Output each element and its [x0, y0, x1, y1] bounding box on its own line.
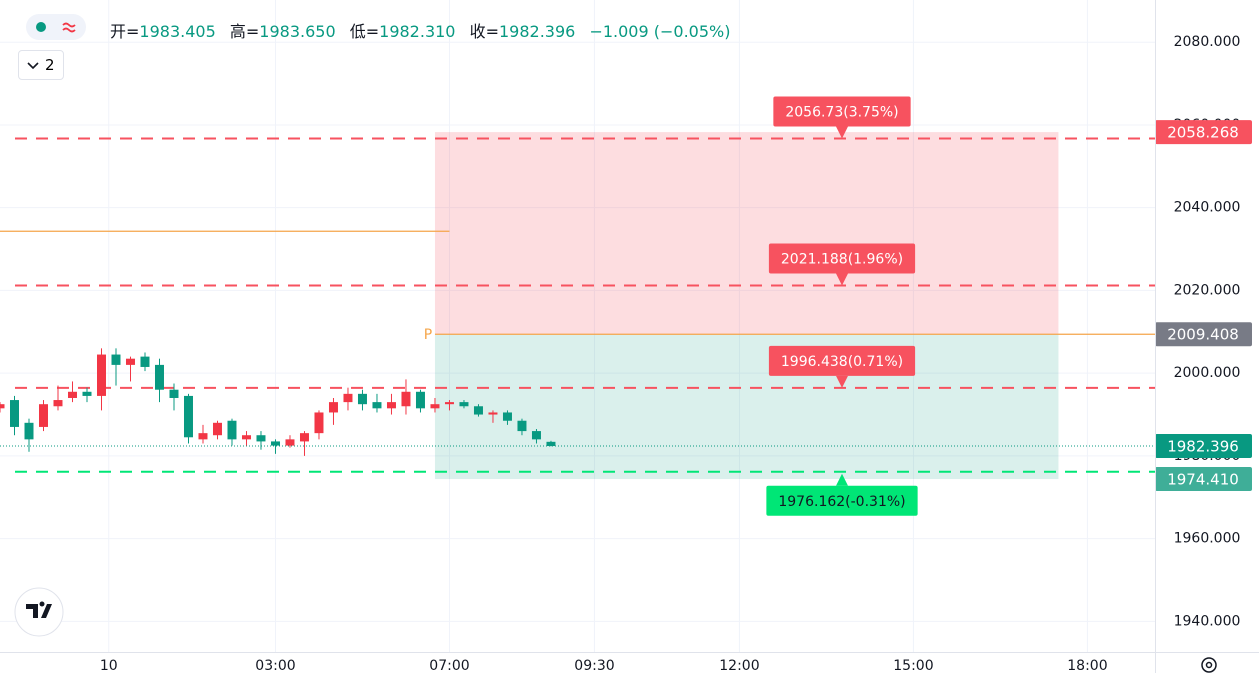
level-label-box	[766, 485, 918, 516]
entry-marker: P	[424, 327, 432, 343]
candle-body	[198, 433, 208, 440]
price-tag	[1155, 120, 1252, 145]
target-zone	[434, 334, 1059, 480]
candle-body	[531, 431, 541, 440]
price-tag	[1155, 322, 1252, 347]
candle-body	[227, 420, 237, 440]
y-tick-label: 2020.000	[1174, 282, 1241, 298]
y-tick-label: 2040.000	[1174, 200, 1241, 216]
candle-body	[430, 404, 440, 409]
candle-body	[241, 435, 251, 440]
level-label-pointer	[836, 273, 848, 286]
legend-value: 1983.405	[139, 22, 216, 41]
candle-body	[459, 402, 469, 407]
x-tick-label: 10	[100, 658, 118, 673]
candle-body	[343, 393, 353, 403]
candle-body	[372, 402, 382, 409]
legend-label: 开=	[110, 22, 140, 41]
price-tag-label: 1974.410	[1167, 471, 1239, 489]
price-tag	[1155, 433, 1252, 458]
candle-body	[444, 402, 454, 405]
chevron	[27, 62, 39, 70]
status-dot	[36, 22, 46, 32]
candle-body	[24, 422, 34, 440]
symbol-pill[interactable]	[26, 14, 86, 40]
x-tick-label: 15:00	[893, 658, 933, 673]
legend-value: 1983.650	[259, 22, 336, 41]
level-label: 2056.73(3.75%)	[785, 104, 898, 120]
candle-body	[502, 412, 512, 421]
candle-body	[0, 404, 5, 409]
candle-body	[256, 435, 266, 442]
y-tick-label: 2000.000	[1174, 365, 1241, 381]
candle-body	[140, 356, 150, 367]
x-tick-label: 12:00	[719, 658, 759, 673]
candle-body	[270, 441, 280, 446]
level-label: 2021.188(1.96%)	[781, 252, 903, 268]
badge-count: 2	[45, 56, 55, 74]
candle-body	[96, 354, 106, 396]
x-tick-label: 18:00	[1067, 658, 1107, 673]
price-tag-label: 2058.268	[1167, 124, 1239, 142]
legend-change: −1.009 (−0.05%)	[589, 22, 731, 41]
y-tick-label: 2080.000	[1174, 34, 1241, 50]
price-tag	[1155, 467, 1252, 492]
level-label-box	[773, 96, 911, 127]
legend-label: 收=	[469, 22, 499, 41]
candle-body	[401, 391, 411, 407]
candle-body	[212, 422, 222, 436]
level-label: 1976.162(-0.31%)	[778, 494, 905, 510]
level-label-pointer	[836, 126, 848, 139]
candle-body	[314, 412, 324, 434]
candle-body	[473, 406, 483, 415]
legend-value: 1982.396	[499, 22, 576, 41]
candle-body	[488, 412, 498, 415]
level-label-box	[768, 243, 916, 274]
x-tick-label: 03:00	[255, 658, 295, 673]
candle-body	[517, 420, 527, 432]
settings-icon[interactable]	[1201, 657, 1217, 673]
candle-body	[68, 391, 77, 398]
candle-body	[386, 402, 396, 409]
x-tick-label: 07:00	[429, 658, 469, 673]
candle-body	[357, 393, 367, 405]
candle-body	[53, 400, 63, 407]
level-label-pointer	[836, 473, 848, 486]
candle-body	[183, 395, 193, 438]
candle-body	[546, 441, 556, 446]
y-tick-label: 1940.000	[1174, 613, 1241, 629]
candle-body	[154, 364, 164, 390]
price-tag-label: 2009.408	[1167, 326, 1239, 344]
level-label: 1996.438(0.71%)	[781, 354, 903, 370]
ohlc-legend: 开=1983.405 高=1983.650 低=1982.310 收=1982.…	[110, 18, 739, 42]
legend-value: 1982.310	[379, 22, 456, 41]
price-tag-label: 1982.396	[1167, 437, 1239, 455]
candle-body	[82, 391, 92, 396]
candle-body	[169, 389, 179, 398]
compare-icon[interactable]	[62, 22, 76, 33]
candle-body	[39, 404, 48, 427]
candle-body	[328, 402, 338, 413]
candle-body	[415, 391, 425, 409]
legend-label: 高=	[229, 22, 260, 41]
logo[interactable]	[14, 587, 64, 637]
logo-dot	[39, 601, 45, 607]
candle-body	[285, 439, 295, 446]
level-label-pointer	[836, 375, 848, 388]
candle-body	[299, 433, 309, 442]
logo-mark	[26, 604, 52, 618]
x-tick-label: 09:30	[574, 658, 614, 673]
collapse-button[interactable]: 2	[18, 50, 64, 80]
candle-body	[125, 358, 135, 365]
y-tick-label: 1960.000	[1174, 531, 1241, 547]
stop-zone	[434, 132, 1059, 335]
candle-body	[111, 354, 121, 365]
legend-label: 低=	[349, 22, 380, 41]
candle-body	[10, 400, 19, 427]
level-label-box	[768, 345, 916, 376]
